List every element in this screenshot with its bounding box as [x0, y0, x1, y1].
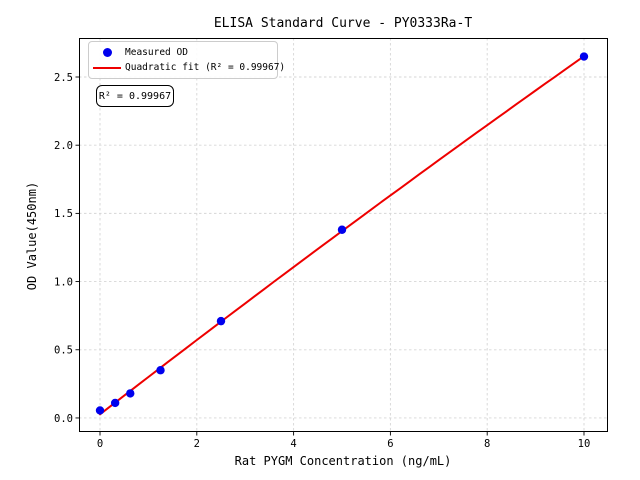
x-tick-label: 4	[290, 438, 296, 450]
x-tick-label: 0	[97, 438, 103, 450]
y-tick-label: 2.0	[54, 140, 73, 152]
x-axis-label: Rat PYGM Concentration (ng/mL)	[235, 454, 452, 468]
data-series	[95, 52, 589, 416]
x-tick-label: 2	[194, 438, 200, 450]
data-point	[110, 398, 120, 408]
chart-title: ELISA Standard Curve - PY0333Ra-T	[214, 16, 472, 31]
legend-label-measured-od: Measured OD	[125, 46, 188, 58]
x-tick-label: 10	[578, 438, 591, 450]
data-point	[337, 225, 347, 234]
data-point	[579, 52, 589, 61]
legend-item-measured-od: Measured OD	[89, 45, 277, 60]
measured-od-marker-icon	[102, 47, 112, 57]
quadratic-fit-line-icon	[93, 66, 121, 69]
data-point	[95, 406, 105, 415]
data-point	[156, 366, 165, 375]
x-tick-label: 6	[387, 438, 393, 450]
y-tick-label: 1.5	[54, 208, 73, 220]
legend: Measured OD Quadratic fit (R² = 0.99967)	[88, 41, 285, 79]
plot-border	[79, 38, 608, 432]
quadratic-fit-line	[99, 55, 585, 416]
data-point	[126, 389, 135, 398]
y-tick-label: 0.5	[54, 345, 73, 357]
y-tick-label: 2.5	[54, 72, 73, 84]
axes: 0 2 4 6 8 10 0.0 0.5 1.0 1.5 2.0 2.5	[54, 38, 608, 450]
y-tick-label: 1.0	[54, 276, 73, 288]
y-tick-label: 0.0	[54, 413, 73, 425]
legend-label-quadratic-fit: Quadratic fit (R² = 0.99967)	[125, 62, 286, 74]
x-tick-label: 8	[484, 438, 490, 450]
gridlines	[79, 38, 608, 432]
data-point	[216, 316, 226, 326]
r-squared-annotation: R² = 0.99967	[96, 85, 174, 107]
legend-item-quadratic-fit: Quadratic fit (R² = 0.99967)	[89, 60, 285, 75]
y-axis-label: OD Value(450nm)	[25, 182, 39, 290]
